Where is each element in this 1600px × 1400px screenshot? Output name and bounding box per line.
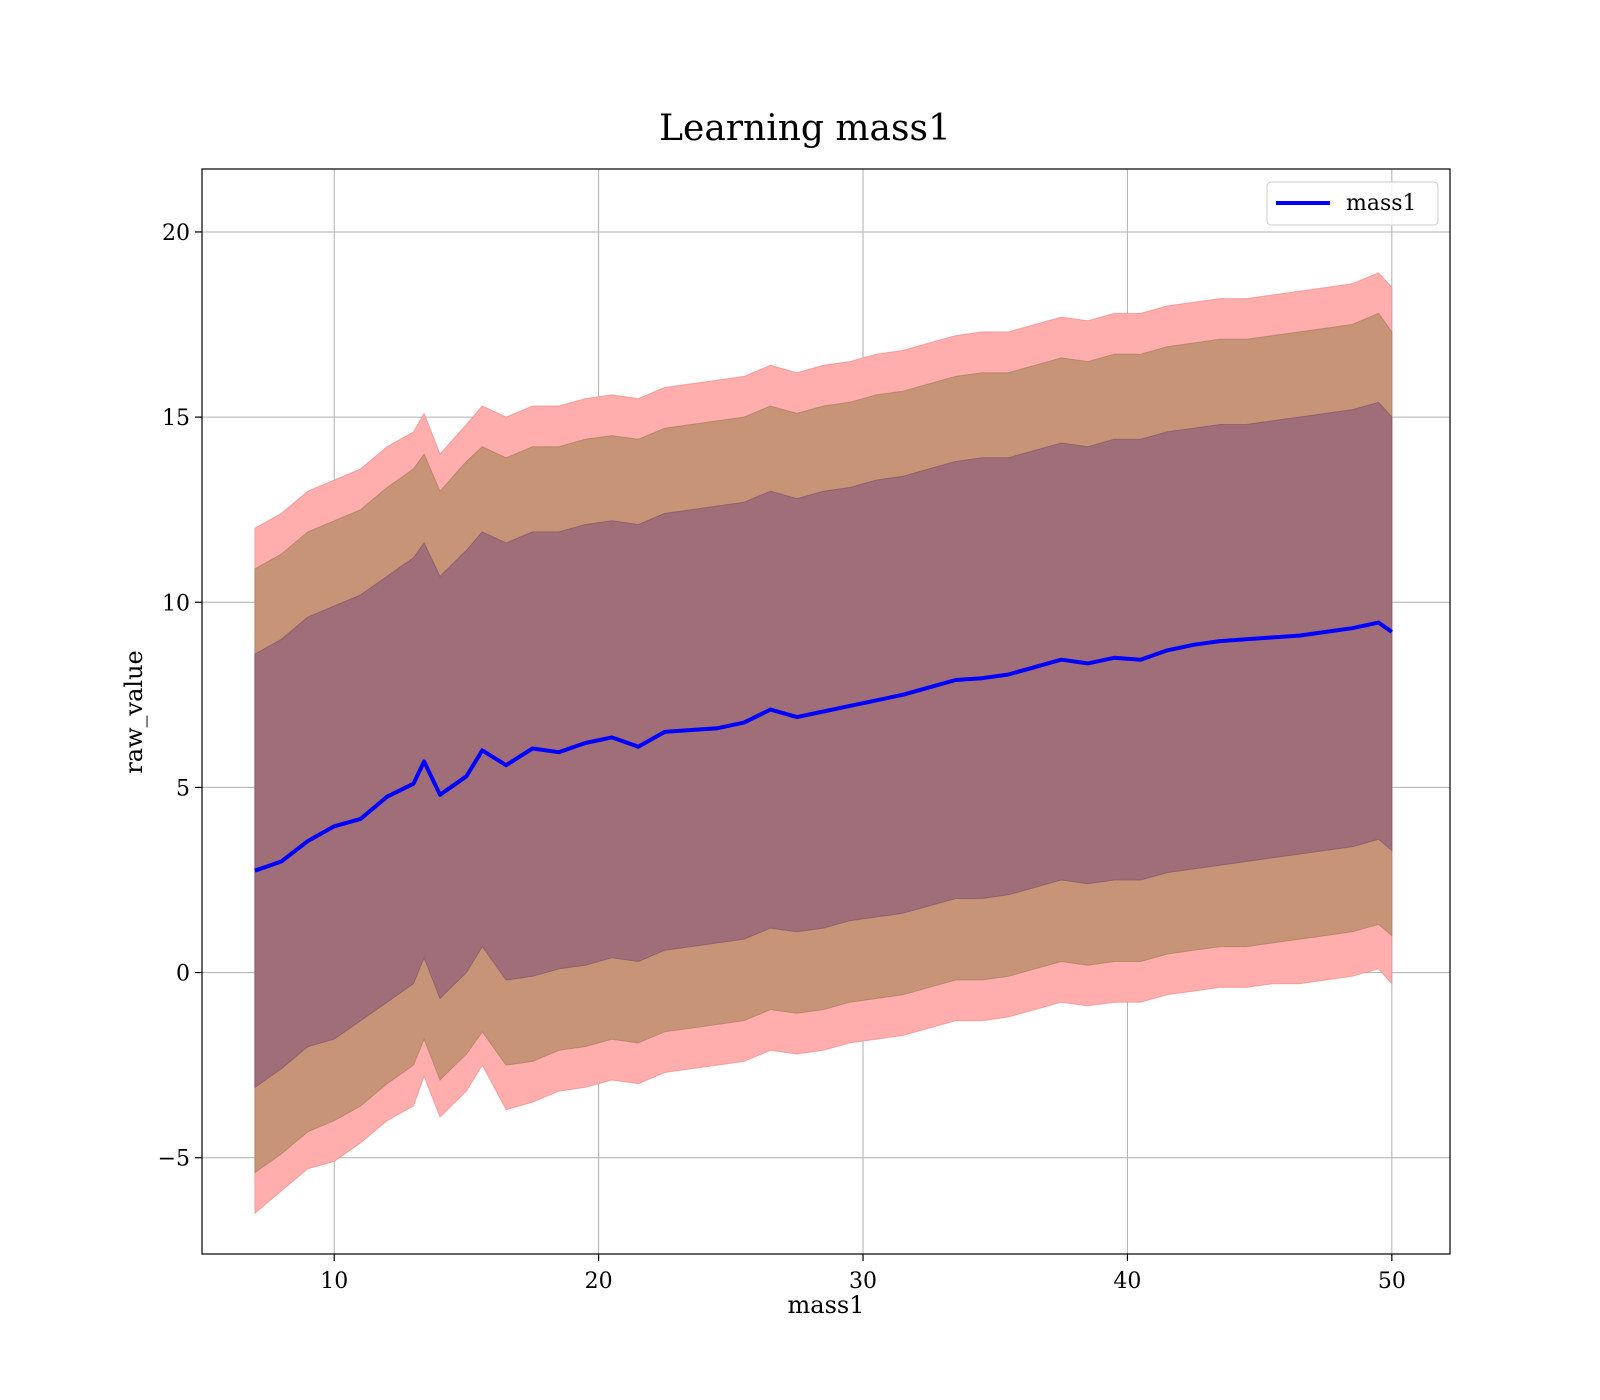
legend: mass1 (1266, 181, 1439, 226)
y-tick-label-1: 0 (176, 962, 190, 987)
y-tick-label-4: 15 (162, 406, 190, 431)
x-axis-label: mass1 (788, 1291, 865, 1319)
y-tick-label-3: 10 (162, 591, 190, 616)
series-lines (254, 620, 1393, 873)
plot-frame (201, 168, 1451, 1255)
series-line-mass1 (254, 620, 1393, 873)
y-tick-label-5: 20 (162, 221, 190, 246)
x-tick-label-4: 50 (1378, 1269, 1406, 1294)
x-axis-ticks: 10 20 30 40 50 (320, 1254, 1406, 1294)
y-axis-label: raw_value (120, 650, 148, 774)
y-tick-label-2: 5 (176, 776, 190, 801)
x-tick-label-3: 40 (1113, 1269, 1141, 1294)
x-tick-label-0: 10 (320, 1269, 348, 1294)
y-tick-label-0: −5 (158, 1147, 190, 1172)
confidence-bands (254, 272, 1393, 1215)
legend-entry-mass1: mass1 (1346, 191, 1417, 216)
x-tick-label-1: 20 (585, 1269, 613, 1294)
legend-box (1266, 181, 1439, 226)
chart-title: Learning mass1 (659, 108, 951, 149)
x-tick-label-2: 30 (849, 1269, 877, 1294)
band-inner (254, 401, 1393, 1089)
y-axis-ticks: −5 0 5 10 15 20 (158, 221, 202, 1172)
